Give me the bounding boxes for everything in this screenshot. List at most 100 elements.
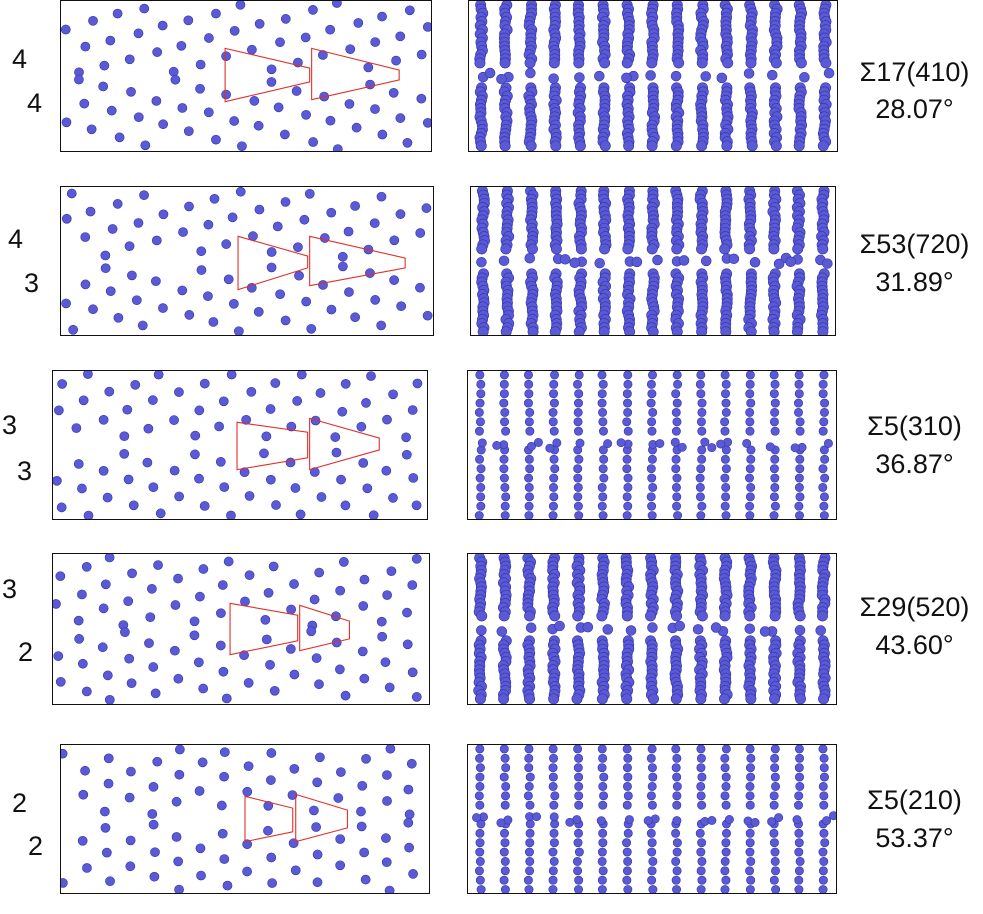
atom	[791, 326, 803, 335]
sigma-label: Σ17(410)	[859, 57, 970, 87]
atom	[623, 856, 633, 866]
atom	[697, 772, 707, 782]
atom	[242, 786, 253, 797]
atom	[549, 828, 559, 838]
atom	[189, 616, 200, 627]
atom	[344, 99, 355, 109]
atom	[671, 610, 683, 622]
atom	[598, 753, 608, 763]
atom	[237, 141, 247, 151]
atom	[524, 693, 536, 704]
atom	[474, 866, 484, 876]
atom	[647, 763, 657, 773]
atom	[496, 818, 506, 828]
atom	[500, 501, 510, 511]
atom	[554, 620, 565, 632]
atom	[119, 448, 130, 459]
atom	[294, 270, 304, 281]
atom	[720, 866, 730, 876]
atom	[574, 72, 585, 83]
atom	[721, 464, 731, 474]
atom	[631, 256, 643, 268]
atom	[126, 678, 137, 689]
atom	[646, 398, 656, 408]
atom	[241, 415, 252, 425]
atom	[720, 326, 732, 335]
atom	[697, 856, 707, 866]
atom	[820, 473, 830, 483]
atom	[599, 772, 609, 782]
atom	[97, 642, 108, 653]
atom	[759, 626, 771, 637]
atom	[98, 603, 109, 614]
atom	[422, 310, 433, 321]
atom	[672, 800, 682, 810]
atom	[790, 443, 800, 453]
atom	[416, 93, 427, 104]
atom	[82, 863, 92, 873]
structural-unit-outline	[309, 417, 380, 471]
atom	[599, 454, 609, 464]
atom	[102, 670, 113, 681]
atom	[216, 608, 226, 619]
atom	[549, 454, 559, 464]
atom	[381, 833, 391, 843]
atom	[575, 243, 587, 255]
atom	[820, 398, 830, 408]
top-index: 2	[12, 788, 28, 818]
atom	[700, 255, 712, 267]
atom	[795, 772, 804, 782]
atom	[672, 885, 682, 893]
atom	[624, 815, 634, 825]
atom	[623, 828, 633, 838]
atom	[244, 570, 255, 581]
atom	[168, 66, 179, 77]
atom	[499, 398, 509, 408]
atom	[696, 610, 708, 622]
atom	[744, 623, 756, 634]
atom	[769, 371, 779, 380]
atom	[306, 626, 317, 637]
atom	[721, 772, 731, 782]
top-index: 4	[8, 224, 24, 254]
atom	[112, 8, 123, 19]
atom	[79, 98, 90, 109]
atom	[768, 243, 780, 255]
atom	[475, 417, 485, 427]
atom	[574, 511, 584, 519]
atom	[599, 57, 611, 69]
atom	[315, 388, 326, 398]
atom	[524, 492, 534, 502]
atom	[83, 510, 94, 519]
atom	[550, 140, 562, 151]
atom	[81, 686, 92, 697]
atom	[314, 567, 325, 578]
atom	[318, 50, 328, 60]
atom	[573, 501, 583, 511]
angle-label: 43.60°	[875, 630, 954, 660]
atom	[499, 389, 509, 399]
atom	[745, 501, 755, 511]
atom	[88, 16, 98, 26]
atom	[795, 856, 805, 866]
atom	[820, 57, 832, 69]
atom	[575, 438, 585, 448]
atom	[222, 880, 233, 891]
atom	[622, 417, 632, 427]
atom	[573, 326, 585, 335]
atom	[621, 57, 633, 69]
atom	[721, 389, 730, 399]
atom	[550, 243, 562, 255]
structural-unit-outline	[299, 604, 350, 652]
atom	[386, 566, 397, 577]
atom	[149, 871, 160, 882]
atom	[623, 398, 633, 408]
atom	[412, 378, 423, 389]
atom	[360, 874, 371, 885]
atom	[795, 492, 805, 502]
atom	[672, 473, 682, 483]
atom	[382, 590, 392, 600]
atom	[370, 104, 380, 114]
atom	[622, 243, 634, 255]
atom	[194, 473, 204, 484]
